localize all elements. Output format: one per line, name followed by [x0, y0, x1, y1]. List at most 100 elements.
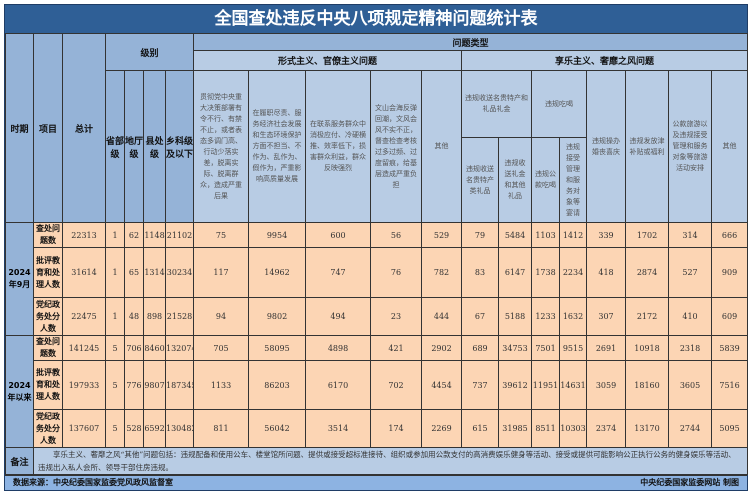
data-cell: 9954 — [248, 222, 307, 248]
header-formalism: 形式主义、官僚主义问题 — [193, 50, 463, 71]
data-cell: 1412 — [559, 222, 588, 248]
header-hedonism-col: 违规发放津补贴或福利 — [625, 70, 670, 223]
table-row: 批评教育和处理人数 197933 5 776 9807 187345 1133 86203 61… — [6, 360, 749, 410]
note-label: 备注 — [5, 447, 34, 475]
header-formalism-col: 在履职尽责、服务经济社会发展和生态环境保护方面不担当、不作为、乱作为、假作为，严… — [248, 70, 307, 223]
data-cell: 307 — [586, 297, 627, 336]
data-cell: 600 — [305, 222, 372, 248]
note-text: 享乐主义、奢靡之风“其他”问题包括：违规配备和使用公车、楼堂馆所问题、提供或接受… — [32, 447, 749, 475]
header-level-prefecture: 地厅级 — [124, 70, 144, 223]
header-dining-col: 违规公款吃喝 — [531, 137, 561, 223]
data-cell: 22475 — [62, 297, 106, 336]
data-cell: 6147 — [498, 247, 533, 298]
data-cell: 187345 — [164, 360, 195, 410]
data-cell: 21528 — [164, 297, 195, 336]
data-cell: 132074 — [164, 335, 195, 361]
data-cell: 444 — [421, 297, 463, 336]
data-cell: 3059 — [586, 360, 627, 410]
table-row: 党纪政务处分人数 22475 1 48 898 21528 94 9802 494 23 444 67… — [6, 297, 749, 336]
data-cell: 34753 — [498, 335, 533, 361]
data-cell: 117 — [193, 247, 250, 298]
data-cell: 48 — [124, 297, 144, 336]
data-cell: 689 — [461, 335, 500, 361]
data-cell: 5839 — [711, 335, 749, 361]
data-cell: 3514 — [305, 409, 372, 448]
data-cell: 56 — [370, 222, 423, 248]
data-cell: 14962 — [248, 247, 307, 298]
data-cell: 23 — [370, 297, 423, 336]
data-cell: 22313 — [62, 222, 106, 248]
credit: 中央纪委国家监委网站 制图 — [640, 478, 739, 487]
data-cell: 776 — [124, 360, 144, 410]
data-cell: 909 — [711, 247, 749, 298]
data-cell: 6170 — [305, 360, 372, 410]
data-cell: 1233 — [531, 297, 561, 336]
table-row: 2024年9月 查处问题数 22313 1 62 1148 21102 75 9954 600 56… — [5, 222, 749, 336]
data-cell: 30234 — [164, 247, 195, 298]
data-cell: 13170 — [625, 409, 670, 448]
table-row: 批评教育和处理人数 31614 1 65 1314 30234 117 14962 747 76 7… — [6, 247, 749, 298]
header-dining-group: 违规吃喝 — [531, 70, 588, 138]
data-cell: 14631 — [559, 360, 588, 410]
data-cell: 666 — [711, 222, 749, 248]
header-level-township: 乡科级及以下 — [164, 70, 195, 223]
data-cell: 782 — [421, 247, 463, 298]
data-cell: 2691 — [586, 335, 627, 361]
data-cell: 529 — [421, 222, 463, 248]
data-cell: 5 — [105, 360, 125, 410]
data-cell: 3605 — [668, 360, 713, 410]
data-cell: 5188 — [498, 297, 533, 336]
data-cell: 2874 — [625, 247, 670, 298]
data-cell: 65 — [124, 247, 144, 298]
header-level-province: 省部级 — [105, 70, 125, 223]
data-cell: 8460 — [143, 335, 166, 361]
data-cell: 8511 — [531, 409, 561, 448]
header-formalism-other: 其他 — [421, 70, 463, 223]
header-level-county: 县处级 — [143, 70, 166, 223]
data-cell: 1148 — [143, 222, 166, 248]
period-label: 2024年9月 — [5, 222, 34, 336]
data-cell: 609 — [711, 297, 749, 336]
row-item-label: 批评教育和处理人数 — [33, 360, 63, 410]
data-cell: 1 — [105, 247, 125, 298]
data-cell: 130482 — [164, 409, 195, 448]
data-cell: 528 — [124, 409, 144, 448]
data-cell: 58095 — [248, 335, 307, 361]
data-cell: 86203 — [248, 360, 307, 410]
data-cell: 898 — [143, 297, 166, 336]
row-item-label: 党纪政务处分人数 — [33, 409, 63, 448]
data-cell: 706 — [124, 335, 144, 361]
data-cell: 615 — [461, 409, 500, 448]
header-problem-type: 问题类型 — [193, 33, 749, 51]
data-cell: 410 — [668, 297, 713, 336]
data-cell: 141245 — [62, 335, 106, 361]
row-item-label: 查处问题数 — [33, 335, 63, 361]
data-cell: 76 — [370, 247, 423, 298]
data-cell: 7501 — [531, 335, 561, 361]
data-cell: 5095 — [711, 409, 749, 448]
data-cell: 527 — [668, 247, 713, 298]
header-gift-col: 违规收送名贵特产类礼品 — [461, 137, 500, 223]
data-cell: 39612 — [498, 360, 533, 410]
statistics-table-panel: 全国查处违反中央八项规定精神问题统计表 时期 项目 总计 级别 问题类型 形式主… — [4, 4, 749, 491]
data-cell: 705 — [193, 335, 250, 361]
data-cell: 421 — [370, 335, 423, 361]
data-cell: 747 — [305, 247, 372, 298]
data-cell: 1632 — [559, 297, 588, 336]
header-hedonism-col: 公款旅游以及违规接受管理和服务对象等旅游活动安排 — [668, 70, 713, 223]
data-cell: 2172 — [625, 297, 670, 336]
data-cell: 737 — [461, 360, 500, 410]
data-cell: 2318 — [668, 335, 713, 361]
header-total: 总计 — [62, 33, 106, 223]
data-cell: 9515 — [559, 335, 588, 361]
table-row: 2024年以来 查处问题数 141245 5 706 8460 132074 705 58095… — [5, 335, 749, 448]
header-formalism-col: 文山会海反弹回潮，文风会风不实不正，督查检查考核过多过频、过度留痕，给基层造成严… — [370, 70, 423, 223]
header-hedonism-col: 违规操办婚丧喜庆 — [586, 70, 627, 223]
data-cell: 7516 — [711, 360, 749, 410]
data-cell: 31985 — [498, 409, 533, 448]
data-cell: 6592 — [143, 409, 166, 448]
data-cell: 10303 — [559, 409, 588, 448]
data-cell: 4454 — [421, 360, 463, 410]
data-cell: 75 — [193, 222, 250, 248]
data-cell: 494 — [305, 297, 372, 336]
